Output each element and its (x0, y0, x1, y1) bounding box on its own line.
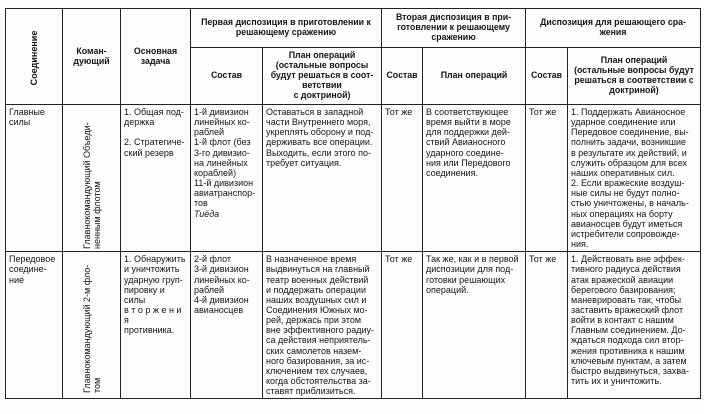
header-unit: Соединение (5, 8, 63, 105)
commander-name: Главнокомандующий Объеди- ненным флотом (81, 122, 102, 249)
row-main-forces-decisive-composition: Тот же (525, 103, 569, 253)
row-advance-force-unit: Передовое соедине- ние (5, 251, 63, 400)
row-advance-force-disp2-composition: Тот же (381, 251, 424, 400)
row-advance-force-disp1-composition: 2-й флот 3-й дивизион линейных ко- рабле… (190, 251, 263, 400)
row-advance-force-commander: Главнокомандующий 2-м фло- том (62, 251, 121, 400)
ship-name: Тиёда (194, 208, 220, 219)
plan-text: В назначенное время выдвинуться на главн… (266, 254, 374, 397)
mission-text: 1. Общая под- держка 2. Стратегиче- ский… (124, 107, 185, 158)
dispositions-table: Соединение Коман- дующий Основная задача… (5, 8, 702, 400)
row-advance-force-disp1-plan: В назначенное время выдвинуться на главн… (261, 251, 383, 400)
mission-text: 1. Обнаружить и уничтожить ударную груп-… (124, 254, 186, 336)
scanned-page: Соединение Коман- дующий Основная задача… (0, 8, 704, 414)
header-disposition-1: Первая диспозиция в приготовлении к реша… (189, 8, 383, 48)
subheader-composition-3: Состав (525, 47, 569, 105)
subheader-plan-1: План операций (остальные вопросы будут р… (261, 47, 383, 105)
row-main-forces-commander: Главнокомандующий Объеди- ненным флотом (62, 103, 121, 253)
plan-text: Оставаться в западной части Внутреннего … (266, 107, 374, 168)
row-main-forces-disp2-plan: В соответствующее время выйти в море для… (422, 103, 527, 253)
row-main-forces-mission: 1. Общая под- держка 2. Стратегиче- ский… (120, 103, 191, 253)
row-main-forces-disp2-composition: Тот же (381, 103, 424, 253)
unit-name: Передовое соедине- ние (9, 254, 56, 285)
row-main-forces-decisive-plan: 1. Поддержать Авианосное ударное соедине… (567, 103, 702, 253)
row-main-forces-unit: Главные силы (5, 103, 63, 253)
plan-text: 1. Действовать вне эффек- тивного радиус… (571, 254, 690, 387)
plan-text: 1. Поддержать Авианосное ударное соедине… (571, 107, 689, 250)
composition-units: 1-й дивизион линейных ко- раблей 1-й фло… (194, 107, 256, 209)
subheader-plan-3: План операций (остальные вопросы будут р… (567, 47, 702, 105)
unit-name: Главные силы (9, 107, 45, 128)
composition-text: Тот же (385, 107, 413, 117)
composition-text: 2-й флот 3-й дивизион линейных ко- рабле… (194, 254, 250, 315)
composition-text: Тот же (529, 107, 557, 117)
subheader-composition-2: Состав (381, 47, 424, 105)
row-advance-force-decisive-plan: 1. Действовать вне эффек- тивного радиус… (567, 251, 702, 400)
row-main-forces-disp1-plan: Оставаться в западной части Внутреннего … (261, 103, 383, 253)
header-commander: Коман- дующий (62, 8, 121, 105)
header-disposition-2: Вторая диспозиция в при- готовлении к ре… (381, 8, 527, 48)
row-advance-force-decisive-composition: Тот же (525, 251, 569, 400)
row-advance-force-mission: 1. Обнаружить и уничтожить ударную груп-… (120, 251, 191, 400)
header-mission: Основная задача (120, 8, 191, 105)
row-advance-force-disp2-plan: Так же, как и в первой диспозиции для по… (422, 251, 527, 400)
header-unit-label: Соединение (29, 30, 40, 86)
row-main-forces-disp1-composition: 1-й дивизион линейных ко- раблей 1-й фло… (190, 103, 263, 253)
commander-name: Главнокомандующий 2-м фло- том (81, 264, 102, 394)
subheader-plan-2: План операций (422, 47, 527, 105)
plan-text: Так же, как и в первой диспозиции для по… (426, 254, 519, 295)
composition-text: Тот же (385, 254, 413, 265)
header-disposition-3: Диспозиция для решающего сра- жения (525, 8, 702, 48)
composition-text: 1-й дивизион линейных ко- раблей 1-й фло… (194, 107, 259, 219)
composition-text: Тот же (529, 254, 557, 265)
plan-text: В соответствующее время выйти в море для… (426, 107, 511, 178)
subheader-composition-1: Состав (190, 47, 263, 105)
